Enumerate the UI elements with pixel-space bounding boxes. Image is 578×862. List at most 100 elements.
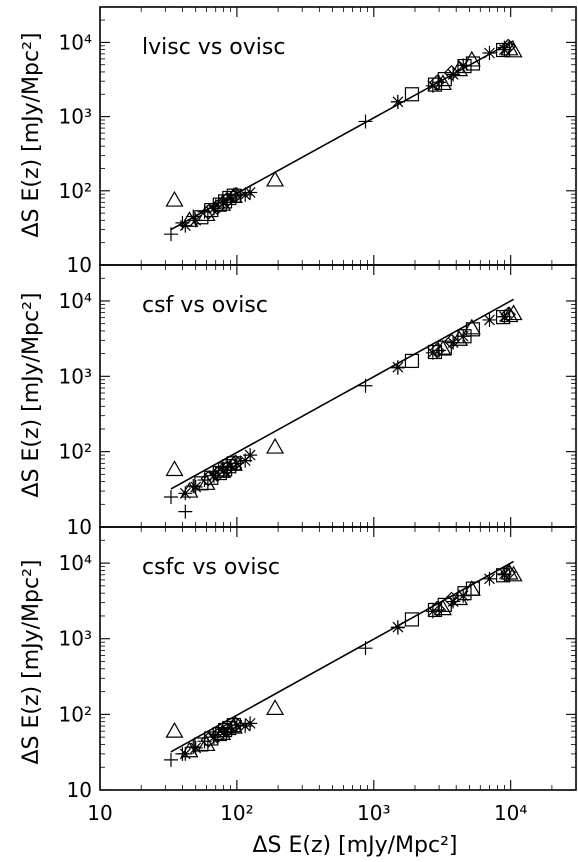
- y-tick-label: 10: [67, 253, 92, 277]
- asterisk-point: [497, 309, 512, 324]
- asterisk-point: [482, 312, 497, 327]
- y-tick-label: 10⁴: [59, 30, 92, 54]
- diamond-point: [209, 199, 226, 216]
- panels: 10 10² 10³ 10⁴ lvisc vs ovisc 10 10² 10³ 10⁴ csf …: [59, 6, 577, 825]
- x-tick-label: 10: [87, 801, 112, 825]
- diamond-point: [200, 470, 217, 487]
- square-point: [457, 586, 472, 601]
- asterisk-point: [206, 201, 221, 216]
- asterisk-point: [223, 721, 238, 736]
- square-point: [194, 210, 209, 225]
- asterisk-point: [456, 58, 471, 73]
- plus-point: [358, 378, 373, 393]
- y-axis-label-top: ΔS E(z) [mJy/Mpc²]: [19, 33, 44, 238]
- x-axis-label: ΔS E(z) [mJy/Mpc²]: [253, 833, 458, 858]
- y-tick-label: 10²: [59, 702, 92, 726]
- square-point: [404, 87, 420, 102]
- square-point: [465, 581, 481, 596]
- asterisk-point: [456, 329, 471, 344]
- square-point: [437, 597, 452, 613]
- asterisk-point: [238, 719, 253, 734]
- plus-point: [358, 114, 373, 129]
- square-point: [204, 731, 219, 746]
- asterisk-point: [390, 360, 405, 375]
- x-tick-label: 10⁴: [494, 801, 527, 825]
- asterisk-point: [456, 588, 471, 603]
- panel-1: 10 10² 10³ 10⁴ lvisc vs ovisc: [59, 6, 577, 277]
- triangle-point: [462, 318, 481, 335]
- asterisk-point: [206, 468, 221, 483]
- asterisk-point: [229, 187, 244, 202]
- diamond-point: [429, 74, 445, 91]
- y-axis-label-middle: ΔS E(z) [mJy/Mpc²]: [19, 293, 44, 498]
- diamond-point: [500, 564, 517, 581]
- triangle-point: [165, 460, 184, 477]
- y-tick-label: 10⁴: [59, 551, 92, 575]
- diamond-point: [500, 38, 517, 55]
- panel-title: csfc vs ovisc: [142, 555, 280, 580]
- plus-point: [186, 209, 201, 224]
- square-point: [465, 56, 481, 71]
- x-tick-label: 10²: [220, 801, 253, 825]
- diamond-point: [227, 187, 244, 203]
- plot-frame: [99, 526, 577, 791]
- asterisk-point: [188, 479, 203, 494]
- plus-point: [358, 641, 373, 656]
- triangle-point: [266, 170, 285, 187]
- square-point: [194, 476, 209, 491]
- triangle-point: [165, 190, 184, 207]
- diamond-point: [429, 342, 445, 359]
- plus-point: [178, 504, 193, 519]
- y-tick-label: 10³: [59, 364, 92, 388]
- asterisk-point: [223, 190, 238, 205]
- plus-point: [163, 227, 178, 242]
- y-axis-label-bottom: ΔS E(z) [mJy/Mpc²]: [19, 560, 44, 765]
- asterisk-point: [188, 213, 203, 228]
- square-point: [204, 470, 219, 485]
- panel-title: csf vs ovisc: [142, 293, 268, 318]
- x-tick-label: 10³: [357, 801, 390, 825]
- square-point: [404, 353, 420, 369]
- asterisk-point: [238, 187, 253, 202]
- asterisk-point: [497, 566, 512, 581]
- asterisk-point: [223, 459, 238, 474]
- square-point: [465, 322, 481, 337]
- asterisk-point: [206, 730, 221, 745]
- asterisk-point: [390, 94, 405, 109]
- square-point: [457, 58, 472, 74]
- asterisk-point: [216, 725, 231, 740]
- asterisk-point: [243, 185, 258, 200]
- diamond-point: [429, 600, 445, 617]
- diamond-point: [443, 333, 460, 350]
- triangle-point: [433, 339, 452, 356]
- diamond-point: [227, 454, 244, 471]
- asterisk-point: [243, 448, 258, 463]
- triangle-point: [266, 699, 285, 715]
- plus-point: [163, 752, 178, 767]
- y-tick-label: 10⁴: [59, 289, 92, 313]
- asterisk-point: [178, 218, 193, 233]
- diamond-point: [200, 732, 217, 748]
- square-point: [495, 568, 511, 583]
- panel-2: 10 10² 10³ 10⁴ csf vs ovisc: [59, 264, 577, 539]
- triangle-point: [433, 74, 452, 91]
- asterisk-point: [482, 45, 497, 60]
- diamond-point: [443, 591, 460, 608]
- y-tick-label: 10²: [59, 179, 92, 203]
- triangle-point: [266, 437, 285, 454]
- triangle-point: [165, 721, 184, 738]
- y-tick-label: 10: [67, 778, 92, 802]
- asterisk-point: [390, 620, 405, 635]
- asterisk-point: [238, 453, 253, 468]
- y-tick-label: 10³: [59, 627, 92, 651]
- asterisk-point: [229, 718, 244, 733]
- asterisk-point: [216, 463, 231, 478]
- plus-point: [186, 740, 201, 755]
- fit-line: [170, 560, 514, 753]
- asterisk-point: [482, 571, 497, 586]
- asterisk-point: [229, 456, 244, 471]
- y-tick-label: 10: [67, 515, 92, 539]
- asterisk-point: [243, 716, 258, 731]
- panel-title: lvisc vs ovisc: [142, 35, 285, 60]
- diamond-point: [227, 716, 244, 733]
